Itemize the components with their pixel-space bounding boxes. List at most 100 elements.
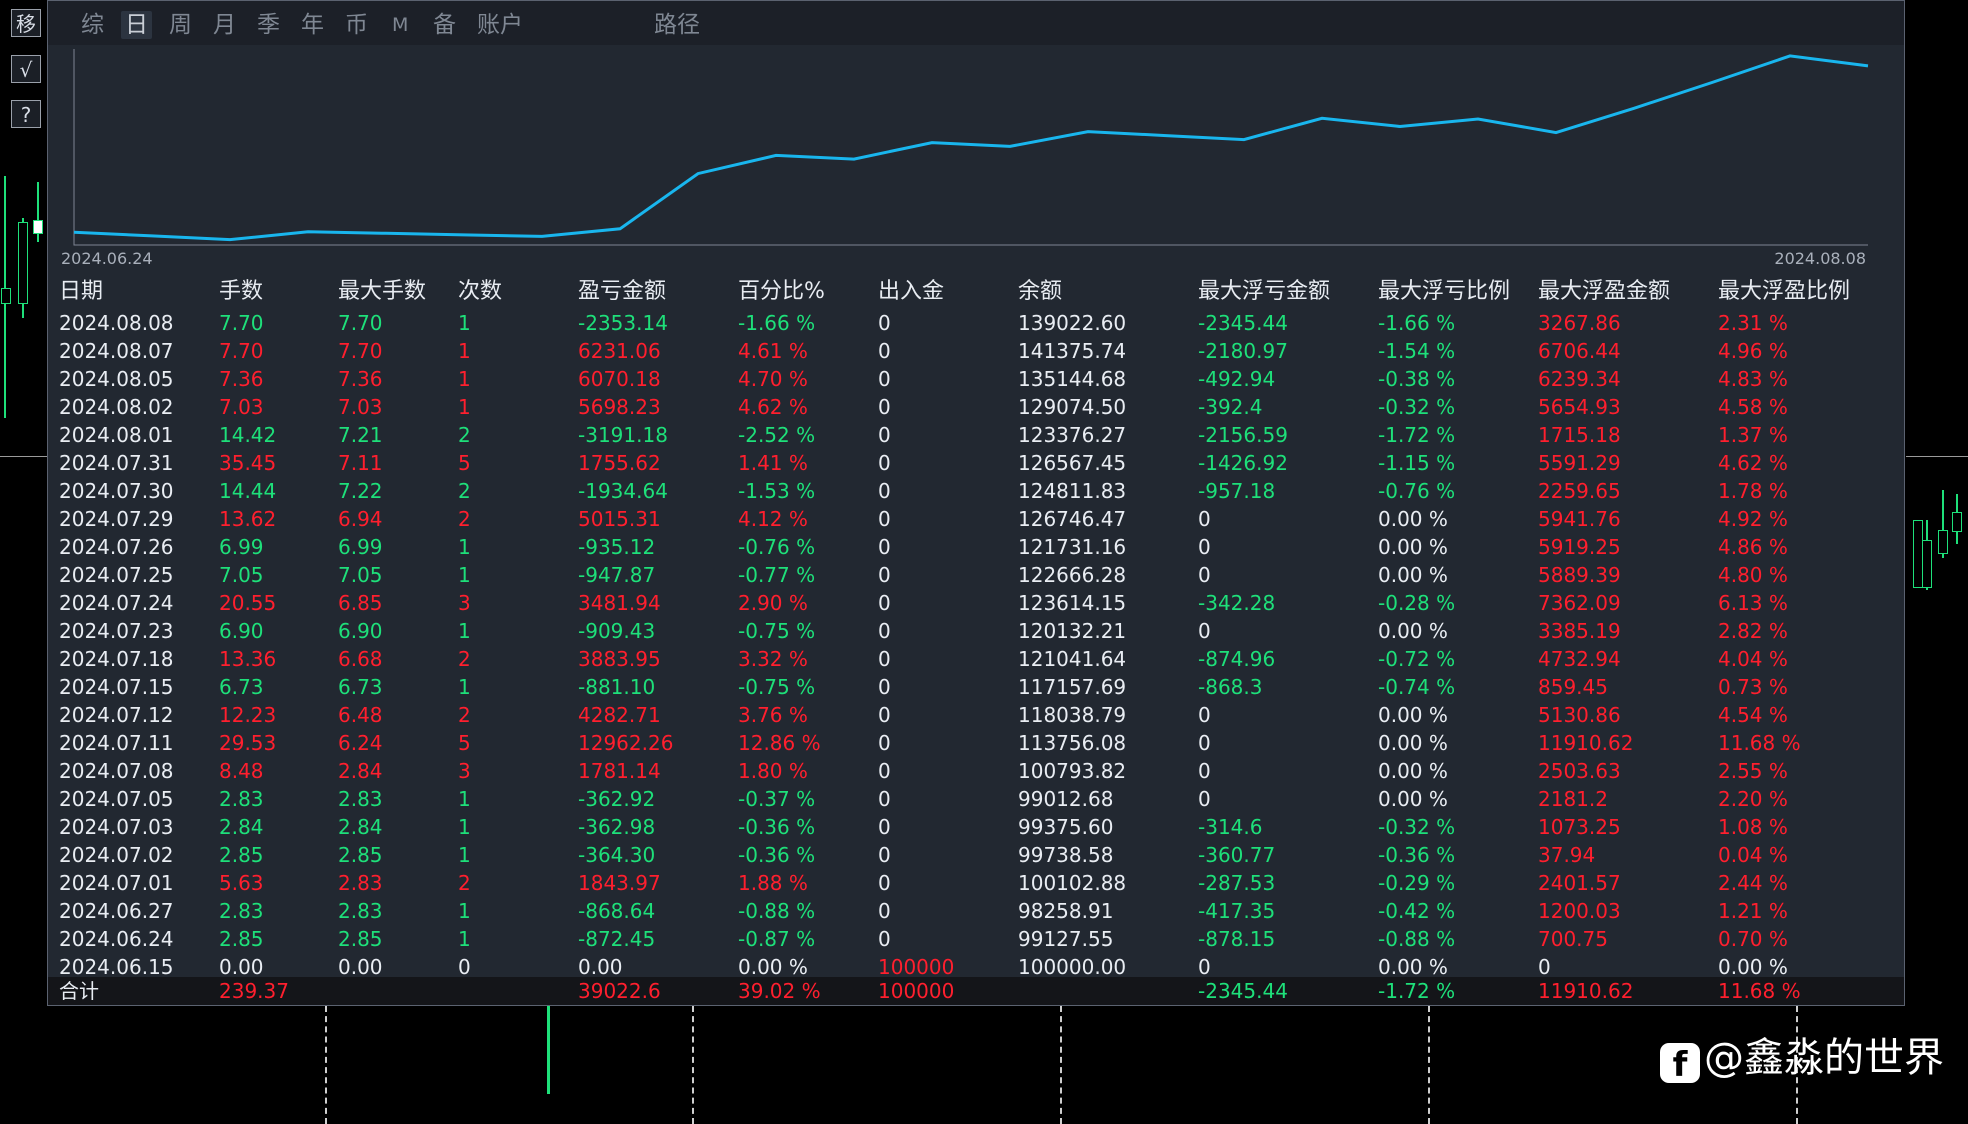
table-cell: 2.85 [338,843,383,867]
table-cell: -0.87 % [738,927,816,951]
tab-monthly[interactable]: 月 [213,12,236,38]
candle [37,182,39,242]
column-header[interactable]: 余额 [1018,279,1063,304]
column-header[interactable]: 次数 [458,279,503,304]
table-cell: 0 [878,619,891,643]
table-row[interactable]: 2024.07.08 8.48 2.84 3 1781.14 1.80 % 0 100793.… [48,757,1904,785]
table-row[interactable]: 2024.07.03 2.84 2.84 1 -362.98 -0.36 % 0 99375.… [48,813,1904,841]
table-cell: 0 [878,675,891,699]
stats-panel: 综 日 周 月 季 年 币 M 备 账户 路径 2024.06.24 2024.… [47,0,1905,1006]
table-row[interactable]: 2024.08.01 14.42 7.21 2 -3191.18 -2.52 % 0 1233… [48,421,1904,449]
table-row[interactable]: 2024.07.26 6.99 6.99 1 -935.12 -0.76 % 0 121731… [48,533,1904,561]
table-cell: 2024.08.05 [59,367,174,391]
table-cell: 2.84 [338,815,383,839]
table-row[interactable]: 2024.06.15 0.00 0.00 0 0.00 0.00 % 100000 10000… [48,953,1904,981]
table-row[interactable]: 2024.08.07 7.70 7.70 1 6231.06 4.61 % 0 141375.… [48,337,1904,365]
table-cell: -0.76 % [1378,479,1456,503]
table-cell: 2 [458,703,471,727]
table-cell: 0 [878,787,891,811]
table-cell: 4.80 % [1718,563,1788,587]
table-cell: -314.6 [1198,815,1263,839]
watermark-text: @鑫淼的世界 [1704,1035,1944,1081]
table-cell: -2353.14 [578,311,668,335]
table-cell: -0.75 % [738,619,816,643]
table-cell: 6.90 [219,619,264,643]
table-cell: -3191.18 [578,423,668,447]
table-row[interactable]: 2024.07.15 6.73 6.73 1 -881.10 -0.75 % 0 117157… [48,673,1904,701]
column-header[interactable]: 最大浮盈比例 [1718,279,1851,304]
table-row[interactable]: 2024.06.24 2.85 2.85 1 -872.45 -0.87 % 0 99127.… [48,925,1904,953]
table-cell: 2.90 % [738,591,808,615]
candle [1942,490,1944,558]
table-cell: 4.61 % [738,339,808,363]
tab-account[interactable]: 账户 [477,12,523,38]
table-cell: 2.85 [219,927,264,951]
table-cell: 5698.23 [578,395,661,419]
column-header[interactable]: 盈亏金额 [578,279,667,304]
table-cell: 0 [878,451,891,475]
table-cell: 7.70 [219,339,264,363]
column-header[interactable]: 最大浮亏金额 [1198,279,1331,304]
table-cell: -935.12 [578,535,656,559]
column-header[interactable]: 最大手数 [338,279,427,304]
table-row[interactable]: 2024.07.25 7.05 7.05 1 -947.87 -0.77 % 0 122666… [48,561,1904,589]
tab-currency[interactable]: 币 [345,12,368,38]
column-header[interactable]: 最大浮亏比例 [1378,279,1511,304]
tab-path[interactable]: 路径 [654,12,700,38]
table-row[interactable]: 2024.07.30 14.44 7.22 2 -1934.64 -1.53 % 0 1248… [48,477,1904,505]
table-row[interactable]: 2024.07.05 2.83 2.83 1 -362.92 -0.37 % 0 99012.… [48,785,1904,813]
table-cell: 0.73 % [1718,675,1788,699]
table-cell: 35.45 [219,451,277,475]
table-cell: 2 [458,423,471,447]
table-row[interactable]: 2024.07.24 20.55 6.85 3 3481.94 2.90 % 0 123614… [48,589,1904,617]
column-header[interactable]: 手数 [219,279,264,304]
column-header[interactable]: 最大浮盈金额 [1538,279,1671,304]
table-cell: 4.70 % [738,367,808,391]
table-row[interactable]: 2024.07.23 6.90 6.90 1 -909.43 -0.75 % 0 120132… [48,617,1904,645]
tab-weekly[interactable]: 周 [169,12,192,38]
table-cell: 2 [458,871,471,895]
tab-daily[interactable]: 日 [121,11,152,39]
table-row[interactable]: 2024.08.08 7.70 7.70 1 -2353.14 -1.66 % 0 13902… [48,309,1904,337]
table-row[interactable]: 2024.07.01 5.63 2.83 2 1843.97 1.88 % 0 100102.… [48,869,1904,897]
tab-notes[interactable]: 备 [433,12,456,38]
table-cell: 0.00 % [1378,535,1448,559]
table-row[interactable]: 2024.07.02 2.85 2.85 1 -364.30 -0.36 % 0 99738.… [48,841,1904,869]
table-cell: -868.3 [1198,675,1263,699]
table-cell: 3883.95 [578,647,661,671]
column-header[interactable]: 日期 [59,279,104,304]
table-cell: 0 [878,591,891,615]
table-cell: 3.32 % [738,647,808,671]
table-cell: -957.18 [1198,479,1276,503]
tab-summary[interactable]: 综 [81,12,104,38]
tab-quarterly[interactable]: 季 [257,12,280,38]
table-cell: 1755.62 [578,451,661,475]
table-cell: 1 [458,619,471,643]
help-button[interactable]: ? [11,100,41,128]
table-cell: 1 [458,311,471,335]
column-header[interactable]: 百分比% [738,279,825,304]
table-row[interactable]: 2024.07.31 35.45 7.11 5 1755.62 1.41 % 0 126567… [48,449,1904,477]
table-row[interactable]: 2024.07.29 13.62 6.94 2 5015.31 4.12 % 0 126746… [48,505,1904,533]
table-cell: 126746.47 [1018,507,1127,531]
tab-yearly[interactable]: 年 [301,12,324,38]
check-button[interactable]: √ [11,55,41,83]
table-cell: 29.53 [219,731,277,755]
table-cell: 117157.69 [1018,675,1127,699]
table-row[interactable]: 2024.06.27 2.83 2.83 1 -868.64 -0.88 % 0 98258.… [48,897,1904,925]
table-cell: 6.90 [338,619,383,643]
table-cell: 12.23 [219,703,277,727]
table-row[interactable]: 2024.08.05 7.36 7.36 1 6070.18 4.70 % 0 135144.… [48,365,1904,393]
table-cell: 0 [878,647,891,671]
table-row[interactable]: 2024.08.02 7.03 7.03 1 5698.23 4.62 % 0 129074.… [48,393,1904,421]
table-row[interactable]: 2024.07.18 13.36 6.68 2 3883.95 3.32 % 0 121041… [48,645,1904,673]
table-cell: 3 [458,759,471,783]
column-header[interactable]: 出入金 [878,279,945,304]
table-cell: -2345.44 [1198,311,1288,335]
tab-m[interactable]: M [392,14,409,36]
table-cell: 0.70 % [1718,927,1788,951]
table-row[interactable]: 2024.07.11 29.53 6.24 5 12962.26 12.86 % 0 1137… [48,729,1904,757]
balance-chart: 2024.06.24 2024.08.08 [48,45,1904,273]
move-button[interactable]: 移 [11,9,41,37]
table-row[interactable]: 2024.07.12 12.23 6.48 2 4282.71 3.76 % 0 118038… [48,701,1904,729]
